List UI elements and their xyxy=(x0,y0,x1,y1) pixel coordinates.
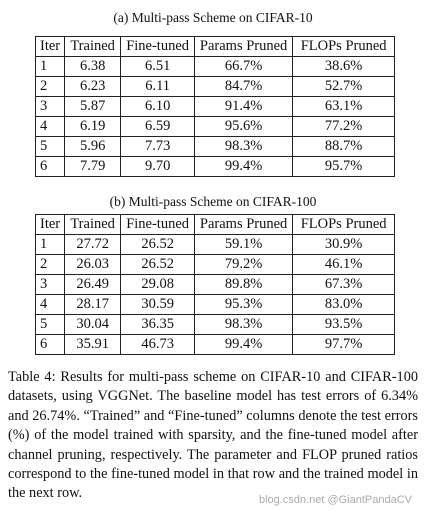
table-cell: 6.10 xyxy=(120,96,196,117)
table-caption: Table 4: Results for multi-pass scheme o… xyxy=(8,369,418,502)
header-cell: Trained xyxy=(64,214,122,235)
table-cell: 28.17 xyxy=(64,294,122,315)
table-cell: 88.7% xyxy=(292,136,396,157)
table-cell: 66.7% xyxy=(194,56,294,77)
results-table: Iter Trained Fine-tuned Params Pruned FLOPs … xyxy=(34,214,396,355)
table-cell: 84.7% xyxy=(194,76,294,97)
table-cell: 30.59 xyxy=(120,294,196,315)
table-cell: 5 xyxy=(34,314,66,335)
header-cell: FLOPs Pruned xyxy=(292,36,396,57)
results-table: Iter Trained Fine-tuned Params Pruned FLOPs … xyxy=(34,36,396,177)
table-cell: 6.59 xyxy=(120,116,196,137)
table-cell: 67.3% xyxy=(292,274,396,295)
table-cell: 46.73 xyxy=(120,334,196,355)
table-cell: 59.1% xyxy=(194,234,294,255)
header-cell: Params Pruned xyxy=(194,36,294,57)
table-cell: 36.35 xyxy=(120,314,196,335)
table-cell: 6.19 xyxy=(64,116,122,137)
table-title: (b) Multi-pass Scheme on CIFAR-100 xyxy=(109,194,317,209)
table-cell: 6 xyxy=(34,156,66,177)
table-cell: 2 xyxy=(34,254,66,275)
table-cell: 79.2% xyxy=(194,254,294,275)
table-cell: 95.7% xyxy=(292,156,396,177)
table-cell: 99.4% xyxy=(194,334,294,355)
table-row: 5 30.04 36.35 98.3% 93.5% xyxy=(34,314,396,335)
table-cell: 52.7% xyxy=(292,76,396,97)
table-cell: 29.08 xyxy=(120,274,196,295)
table-cell: 7.79 xyxy=(64,156,122,177)
table-cell: 3 xyxy=(34,96,66,117)
table-cell: 30.04 xyxy=(64,314,122,335)
table-title: (a) Multi-pass Scheme on CIFAR-10 xyxy=(113,10,313,25)
table-cell: 5.96 xyxy=(64,136,122,157)
watermark: blog.csdn.net @GiantPandaCV xyxy=(258,494,412,506)
table-cell: 26.52 xyxy=(120,254,196,275)
table-row: 6 35.91 46.73 99.4% 97.7% xyxy=(34,334,396,355)
header-row: Iter Trained Fine-tuned Params Pruned FLOPs … xyxy=(34,214,396,235)
header-cell: Iter xyxy=(34,36,66,57)
table-row: 2 26.03 26.52 79.2% 46.1% xyxy=(34,254,396,275)
header-cell: Fine-tuned xyxy=(120,36,196,57)
table-row: 1 27.72 26.52 59.1% 30.9% xyxy=(34,234,396,255)
header-cell: Iter xyxy=(34,214,66,235)
table-cell: 93.5% xyxy=(292,314,396,335)
table-cell: 4 xyxy=(34,116,66,137)
table-cell: 30.9% xyxy=(292,234,396,255)
table-cell: 97.7% xyxy=(292,334,396,355)
table-row: 5 5.96 7.73 98.3% 88.7% xyxy=(34,136,396,157)
table-cell: 26.49 xyxy=(64,274,122,295)
table-cell: 6.51 xyxy=(120,56,196,77)
table-cell: 9.70 xyxy=(120,156,196,177)
table-cell: 1 xyxy=(34,56,66,77)
table-cell: 26.52 xyxy=(120,234,196,255)
table-cell: 27.72 xyxy=(64,234,122,255)
table-cell: 98.3% xyxy=(194,136,294,157)
table-cell: 98.3% xyxy=(194,314,294,335)
table-row: 6 7.79 9.70 99.4% 95.7% xyxy=(34,156,396,177)
table-cell: 4 xyxy=(34,294,66,315)
header-row: Iter Trained Fine-tuned Params Pruned FLOPs … xyxy=(34,36,396,57)
table-cell: 91.4% xyxy=(194,96,294,117)
table-cell: 7.73 xyxy=(120,136,196,157)
header-cell: Trained xyxy=(64,36,122,57)
table-row: 4 28.17 30.59 95.3% 83.0% xyxy=(34,294,396,315)
table-cell: 5.87 xyxy=(64,96,122,117)
table-cell: 1 xyxy=(34,234,66,255)
table-row: 2 6.23 6.11 84.7% 52.7% xyxy=(34,76,396,97)
table-cell: 46.1% xyxy=(292,254,396,275)
header-cell: Fine-tuned xyxy=(120,214,196,235)
table-cell: 3 xyxy=(34,274,66,295)
table-cell: 5 xyxy=(34,136,66,157)
table-cell: 95.3% xyxy=(194,294,294,315)
table-cell: 2 xyxy=(34,76,66,97)
table-cell: 63.1% xyxy=(292,96,396,117)
table-row: 3 26.49 29.08 89.8% 67.3% xyxy=(34,274,396,295)
header-cell: Params Pruned xyxy=(194,214,294,235)
table-cell: 6 xyxy=(34,334,66,355)
table-cell: 6.11 xyxy=(120,76,196,97)
table-row: 1 6.38 6.51 66.7% 38.6% xyxy=(34,56,396,77)
table-cell: 6.38 xyxy=(64,56,122,77)
table-row: 3 5.87 6.10 91.4% 63.1% xyxy=(34,96,396,117)
table-cell: 83.0% xyxy=(292,294,396,315)
table-cell: 99.4% xyxy=(194,156,294,177)
table-cell: 38.6% xyxy=(292,56,396,77)
table-cell: 6.23 xyxy=(64,76,122,97)
table-cell: 35.91 xyxy=(64,334,122,355)
table-cell: 77.2% xyxy=(292,116,396,137)
table-cell: 95.6% xyxy=(194,116,294,137)
table-cell: 89.8% xyxy=(194,274,294,295)
table-cell: 26.03 xyxy=(64,254,122,275)
table-row: 4 6.19 6.59 95.6% 77.2% xyxy=(34,116,396,137)
header-cell: FLOPs Pruned xyxy=(292,214,396,235)
